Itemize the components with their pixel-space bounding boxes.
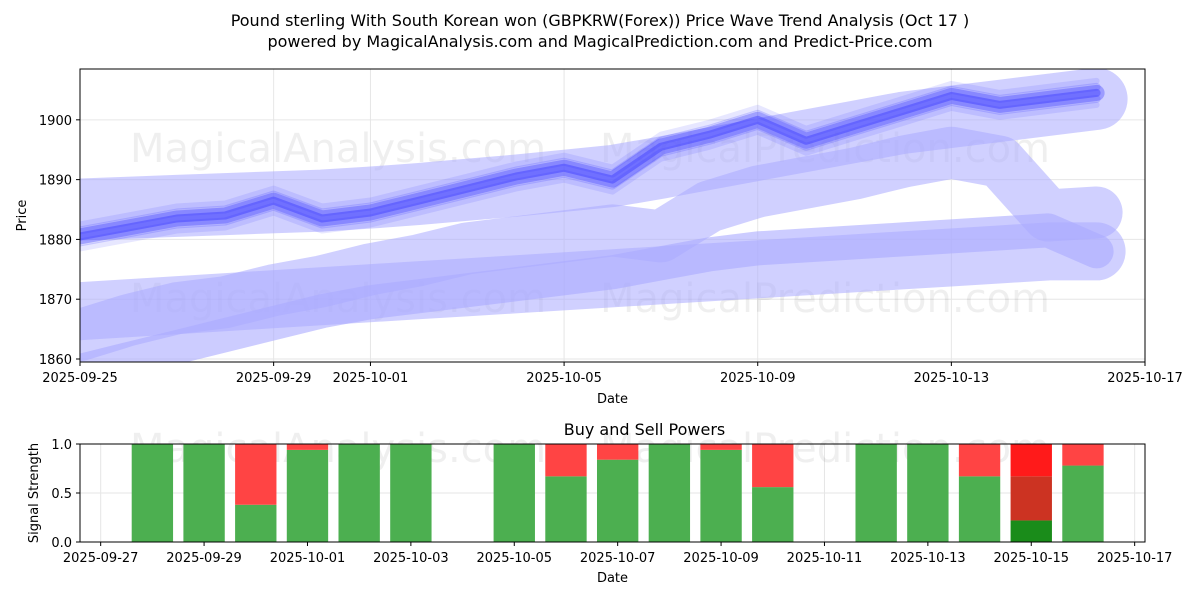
top-plot-area (80, 69, 1128, 362)
top-x-tick-label: 2025-10-01 (333, 371, 409, 386)
buy-bar (700, 449, 742, 542)
sell-bar (286, 444, 329, 450)
bottom-chart-title: Buy and Sell Powers (564, 420, 726, 439)
buy-bar (493, 444, 535, 542)
buy-bar (752, 487, 794, 542)
top-x-tick-label: 2025-10-05 (526, 371, 602, 386)
buy-bar (855, 444, 897, 542)
top-y-tick-label: 1870 (39, 293, 72, 308)
sell-bar (596, 444, 639, 460)
top-y-tick-label: 1900 (39, 114, 72, 129)
bottom-x-tick-label: 2025-10-11 (787, 551, 863, 566)
bottom-x-tick-label: 2025-10-15 (993, 551, 1069, 566)
top-x-tick-label: 2025-10-09 (720, 371, 796, 386)
series-price-wave (80, 88, 1101, 241)
bottom-x-tick-label: 2025-10-03 (373, 551, 449, 566)
sell-bar (1010, 476, 1052, 521)
bottom-x-tick-label: 2025-10-13 (890, 551, 966, 566)
buy-bar (286, 449, 329, 542)
chart-title-line1: Pound sterling With South Korean won (GB… (231, 11, 970, 30)
buy-bar (648, 444, 691, 542)
bottom-x-axis-label: Date (597, 571, 628, 586)
chart-title-line2: powered by MagicalAnalysis.com and Magic… (267, 32, 932, 51)
buy-bar (545, 476, 587, 542)
buy-bar (235, 504, 277, 542)
bottom-y-axis-label: Signal Strength (27, 443, 42, 543)
sell-bar (752, 444, 794, 488)
sell-bar (958, 444, 1001, 477)
buy-bar (1010, 520, 1052, 542)
buy-bar (131, 444, 174, 542)
buy-bar (338, 444, 380, 542)
bottom-x-tick-label: 2025-10-07 (580, 551, 656, 566)
sell-bar (1062, 444, 1104, 466)
bottom-y-tick-label: 1.0 (51, 438, 72, 453)
price-wave-chart: MagicalAnalysis.com MagicalPrediction.com… (15, 68, 1183, 407)
bottom-x-tick-label: 2025-10-05 (476, 551, 552, 566)
bottom-y-tick-label: 0.0 (51, 536, 72, 551)
series-trend-band-lower (80, 213, 1114, 362)
top-y-axis-label: Price (15, 200, 30, 232)
series-price-wave (80, 77, 1100, 228)
buy-bar (390, 444, 432, 542)
sell-bar (700, 444, 742, 450)
top-x-tick-label: 2025-09-29 (236, 371, 312, 386)
series-price-wave (80, 82, 1101, 235)
series-price-wave (80, 94, 1101, 247)
top-y-tick-label: 1880 (39, 233, 72, 248)
top-x-tick-label: 2025-09-25 (42, 371, 118, 386)
buy-sell-powers-chart: MagicalAnalysis.com MagicalPrediction.com… (27, 420, 1172, 586)
bottom-x-tick-label: 2025-09-27 (63, 551, 139, 566)
top-y-tick-label: 1890 (39, 174, 72, 189)
sell-bar (1010, 444, 1052, 477)
series-trend-band-upper (80, 69, 1128, 241)
sell-bar (545, 444, 587, 477)
top-x-tick-label: 2025-10-17 (1107, 371, 1183, 386)
bottom-x-tick-label: 2025-10-17 (1097, 551, 1173, 566)
bottom-x-tick-label: 2025-09-29 (166, 551, 242, 566)
series-price-wave (80, 101, 1100, 252)
bottom-y-tick-label: 0.5 (51, 487, 72, 502)
top-x-tick-label: 2025-10-13 (914, 371, 990, 386)
bottom-x-tick-label: 2025-10-01 (270, 551, 346, 566)
buy-bar (1062, 465, 1104, 542)
bottom-x-tick-label: 2025-10-09 (683, 551, 759, 566)
top-axes-frame (79, 68, 1146, 363)
top-y-tick-label: 1860 (39, 353, 72, 368)
buy-bar (183, 444, 225, 542)
sell-bar (235, 444, 277, 505)
series-price-wave (80, 84, 1105, 245)
buy-bar (958, 476, 1001, 542)
top-x-axis-label: Date (597, 392, 628, 407)
buy-bar (596, 459, 639, 542)
buy-bar (907, 444, 949, 542)
